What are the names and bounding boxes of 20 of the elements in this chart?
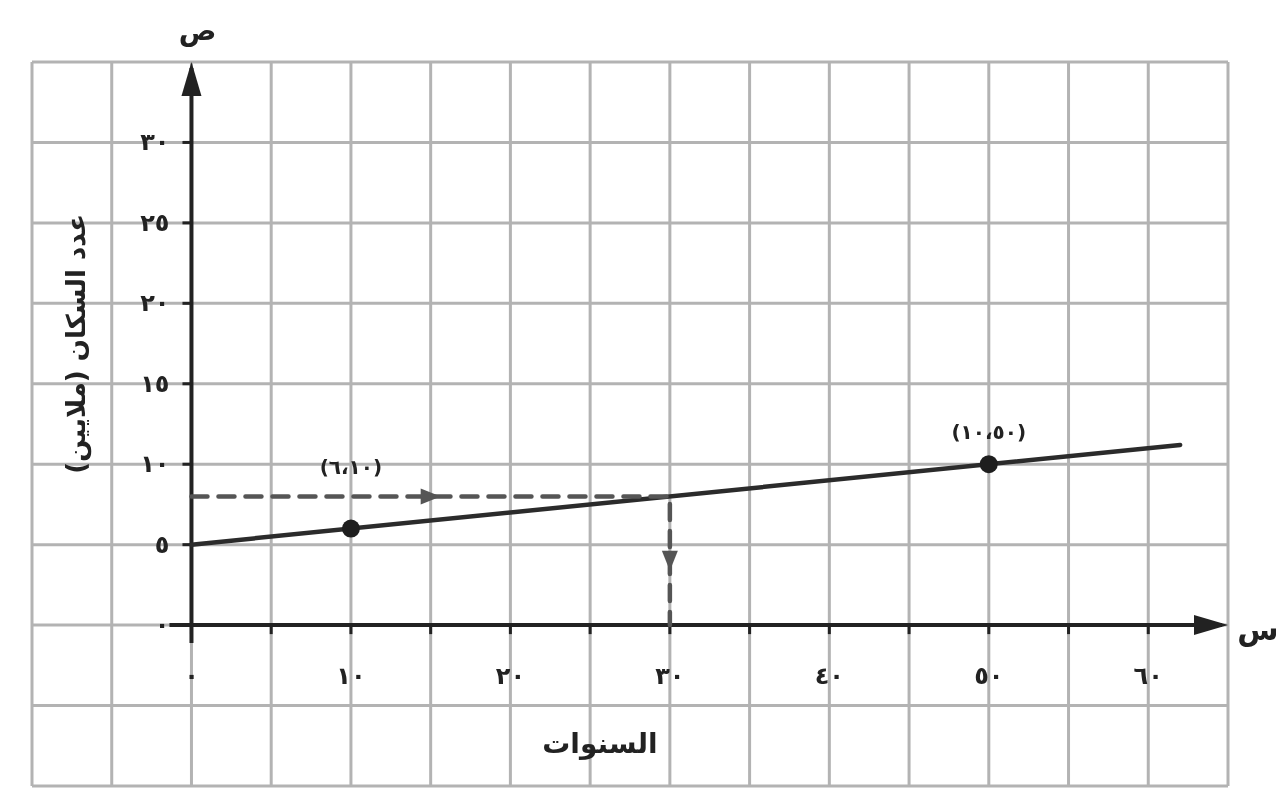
text: ص — [178, 13, 217, 47]
annotation: (١٠،٥٠) — [951, 420, 1027, 445]
y-tick-label: ٠ — [154, 611, 170, 640]
annotation: (٦،١٠) — [319, 454, 383, 479]
y-tick-label: ١٥ — [140, 369, 170, 398]
x-tick-label: ٢٠ — [495, 662, 526, 691]
x-tick-label: ٥٠ — [974, 662, 1004, 691]
y-tick-label: ٥ — [154, 530, 170, 559]
x-tick-label: ٣٠ — [655, 662, 685, 691]
x-tick-label: ٦٠ — [1133, 662, 1163, 691]
y-tick-label: ٢٠ — [140, 289, 170, 318]
y-tick-label: ٣٠ — [140, 128, 170, 157]
x-tick-label: ٠ — [184, 662, 199, 691]
x-axis-title: السنوات — [542, 726, 658, 760]
y-tick-label: ٢٥ — [140, 208, 170, 237]
text: س — [1237, 611, 1276, 647]
y-axis-title: عدد السكان (ملايين) — [61, 213, 92, 474]
y-tick-label: ١٠ — [140, 450, 170, 479]
x-tick-label: ٤٠ — [814, 662, 844, 691]
x-tick-label: ١٠ — [336, 662, 366, 691]
